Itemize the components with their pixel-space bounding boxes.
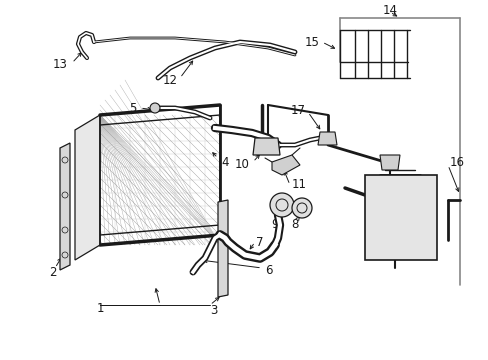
Text: 5: 5 bbox=[128, 102, 136, 114]
Polygon shape bbox=[60, 143, 70, 270]
Text: 10: 10 bbox=[235, 158, 249, 171]
Text: 11: 11 bbox=[291, 179, 306, 192]
Polygon shape bbox=[271, 155, 299, 175]
Text: 17: 17 bbox=[290, 104, 305, 117]
Bar bbox=[364, 175, 436, 260]
Text: 8: 8 bbox=[291, 219, 298, 231]
Text: 6: 6 bbox=[264, 264, 272, 276]
Text: 9: 9 bbox=[271, 219, 278, 231]
Text: 13: 13 bbox=[53, 58, 68, 72]
Circle shape bbox=[269, 193, 293, 217]
Text: 1: 1 bbox=[96, 302, 103, 315]
Circle shape bbox=[150, 103, 160, 113]
Polygon shape bbox=[218, 200, 227, 297]
Circle shape bbox=[291, 198, 311, 218]
Text: 12: 12 bbox=[163, 73, 178, 86]
Text: 16: 16 bbox=[449, 156, 464, 168]
Text: 4: 4 bbox=[221, 156, 228, 168]
Polygon shape bbox=[252, 138, 280, 155]
Text: 15: 15 bbox=[305, 36, 319, 49]
Text: 3: 3 bbox=[209, 303, 217, 316]
Polygon shape bbox=[379, 155, 399, 170]
Text: 2: 2 bbox=[49, 266, 57, 279]
Text: 7: 7 bbox=[256, 237, 263, 249]
Text: 14: 14 bbox=[382, 4, 397, 17]
Polygon shape bbox=[317, 132, 336, 145]
Polygon shape bbox=[75, 115, 100, 260]
